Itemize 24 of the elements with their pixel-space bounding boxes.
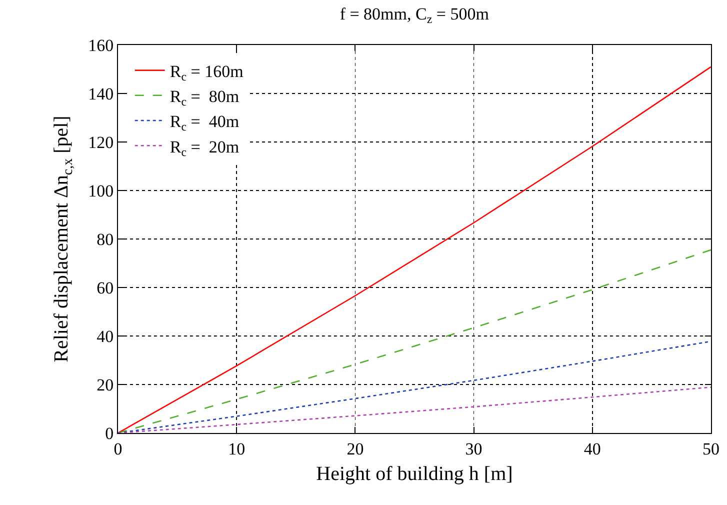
x-axis-title: Height of building h [m] [316, 462, 513, 485]
legend-label: R$_{c}$ = 80m [170, 87, 240, 109]
y-tick-label: 100 [88, 181, 114, 200]
x-tick-label: 20 [346, 439, 364, 458]
line-series [118, 249, 711, 433]
legend-label: R$_{c}$ = 20m [170, 137, 240, 159]
x-tick-label: 50 [702, 439, 720, 458]
legend-label: R$_{c}$ = 40m [170, 112, 240, 134]
legend-label: R$_{c}$ = 160m [170, 62, 244, 84]
line-series [118, 386, 711, 433]
y-tick-label: 120 [88, 132, 114, 152]
y-tick-label: 80 [96, 230, 114, 249]
y-tick-label: 160 [88, 36, 114, 55]
chart-title: f = 80mm, C$_{z}$ = 500m [340, 4, 489, 26]
y-tick-label: 60 [96, 278, 114, 298]
y-tick-label: 20 [96, 375, 114, 394]
x-tick-label: 30 [465, 439, 482, 458]
line-series [118, 66, 711, 433]
x-tick-label: 10 [228, 439, 246, 458]
y-tick-label: 140 [88, 84, 114, 104]
y-tick-label: 40 [96, 326, 114, 346]
y-tick-label: 0 [105, 424, 114, 443]
x-tick-label: 40 [584, 439, 601, 458]
line-series [118, 340, 711, 433]
